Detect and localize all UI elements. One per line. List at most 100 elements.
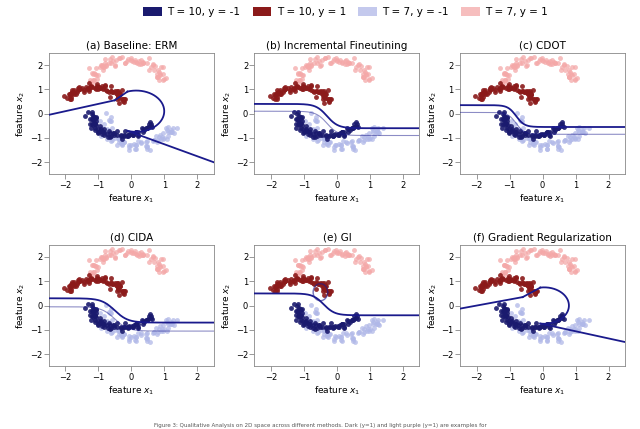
Point	[313, 89, 323, 96]
Point	[553, 145, 563, 152]
Point	[112, 282, 122, 289]
Point	[537, 54, 547, 61]
Point	[106, 325, 116, 332]
Point	[364, 76, 374, 83]
Point	[559, 123, 569, 130]
Point	[92, 314, 102, 321]
Point	[511, 60, 521, 67]
Point	[86, 82, 96, 88]
Point	[88, 262, 98, 269]
Point	[516, 326, 526, 333]
Point	[129, 56, 140, 63]
Point	[543, 60, 553, 67]
Point	[541, 337, 552, 344]
Point	[114, 330, 124, 337]
Point	[528, 136, 538, 142]
Point	[168, 130, 179, 137]
Point	[510, 256, 520, 263]
Point	[321, 324, 332, 331]
Point	[311, 114, 321, 121]
Point	[497, 79, 507, 86]
Point	[485, 276, 495, 283]
Point	[570, 326, 580, 333]
Point	[499, 261, 509, 268]
Point	[89, 262, 99, 269]
Point	[117, 96, 127, 103]
Point	[540, 332, 550, 339]
Point	[141, 138, 152, 145]
Point	[128, 131, 138, 138]
Point	[515, 60, 525, 66]
Point	[74, 277, 84, 284]
Point	[532, 287, 542, 294]
Point	[296, 71, 307, 78]
Point	[106, 83, 116, 90]
Point	[88, 116, 98, 123]
Point	[99, 320, 109, 327]
Point	[506, 118, 516, 124]
Point	[93, 317, 103, 324]
Point	[293, 116, 303, 123]
Point	[92, 267, 102, 274]
Point	[295, 71, 305, 78]
Point	[538, 57, 548, 64]
Point	[510, 131, 520, 138]
Point	[372, 320, 383, 327]
Point	[553, 142, 563, 149]
Point	[497, 124, 507, 131]
Point	[542, 320, 552, 327]
Point	[360, 77, 370, 84]
Point	[115, 282, 125, 289]
Point	[106, 275, 116, 281]
Point	[119, 323, 129, 330]
Point	[497, 271, 507, 278]
Point	[92, 122, 102, 129]
Point	[542, 128, 552, 135]
Point	[309, 88, 319, 95]
Point	[516, 321, 527, 328]
Point	[559, 62, 569, 69]
Point	[361, 131, 371, 138]
Point	[364, 70, 374, 77]
Point	[346, 317, 356, 323]
Point	[319, 88, 329, 94]
Point	[133, 131, 143, 138]
Point	[318, 141, 328, 148]
Point	[525, 94, 535, 100]
Point	[328, 324, 338, 331]
Point	[99, 120, 109, 127]
Point	[522, 61, 532, 68]
Point	[511, 129, 521, 136]
Point	[129, 332, 139, 339]
Point	[337, 146, 347, 153]
Point	[131, 60, 141, 67]
Point	[319, 281, 330, 288]
Point	[98, 86, 108, 93]
Point	[113, 94, 124, 100]
Point	[531, 251, 541, 258]
Point	[561, 62, 572, 69]
Point	[369, 133, 379, 139]
Point	[577, 129, 588, 136]
Point	[499, 275, 509, 282]
Point	[102, 126, 112, 133]
Point	[163, 325, 173, 332]
Point	[525, 286, 535, 293]
Point	[543, 59, 553, 66]
Point	[141, 317, 151, 323]
Point	[507, 125, 517, 132]
Point	[342, 252, 352, 259]
Point	[98, 278, 108, 285]
Point	[337, 128, 347, 135]
Point	[291, 276, 301, 283]
Point	[153, 265, 163, 272]
Point	[74, 84, 84, 91]
Point	[106, 280, 116, 287]
Point	[328, 133, 339, 139]
Point	[308, 126, 318, 133]
Point	[337, 129, 347, 136]
Point	[307, 62, 317, 69]
Point	[314, 321, 324, 328]
Point	[296, 113, 307, 120]
Point	[331, 334, 341, 341]
